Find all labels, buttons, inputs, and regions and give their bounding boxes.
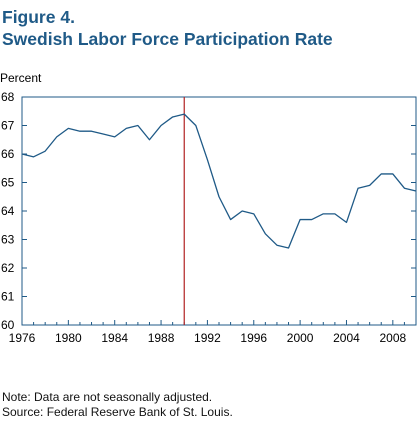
- tick-labels: 60 61 62 63 64 65 66 67 68 1976 1980 1984 1988 1992 19…: [1, 90, 406, 345]
- y-tick-label: 63: [1, 233, 15, 247]
- x-tick-label: 1992: [194, 331, 221, 345]
- source-note: Source: Federal Reserve Bank of St. Loui…: [2, 405, 233, 419]
- y-tick-label: 68: [1, 90, 15, 104]
- data-note: Note: Data are not seasonally adjusted.: [2, 390, 213, 404]
- axis-ticks: [22, 125, 416, 325]
- x-tick-label: 1976: [9, 331, 36, 345]
- y-tick-label: 62: [1, 261, 15, 275]
- x-tick-label: 2000: [287, 331, 314, 345]
- y-axis-label: Percent: [0, 71, 42, 85]
- y-tick-label: 64: [1, 204, 15, 218]
- figure-label: Figure 4.: [2, 7, 75, 27]
- x-tick-label: 1984: [101, 331, 128, 345]
- x-tick-label: 1996: [240, 331, 267, 345]
- y-tick-label: 67: [1, 119, 15, 133]
- series-layer: [21, 97, 417, 325]
- figure-title: Swedish Labor Force Participation Rate: [2, 29, 333, 49]
- y-tick-label: 66: [1, 147, 15, 161]
- y-tick-label: 61: [1, 290, 15, 304]
- y-tick-label: 65: [1, 176, 15, 190]
- x-tick-label: 2008: [379, 331, 406, 345]
- y-tick-label: 60: [1, 318, 15, 332]
- line-chart: Percent 60 61 62 63 64 65 66 67 68 1976 1980 1984 19…: [0, 71, 417, 345]
- series-line: [21, 113, 417, 249]
- x-tick-label: 2004: [333, 331, 360, 345]
- x-tick-label: 1980: [55, 331, 82, 345]
- x-tick-label: 1988: [148, 331, 175, 345]
